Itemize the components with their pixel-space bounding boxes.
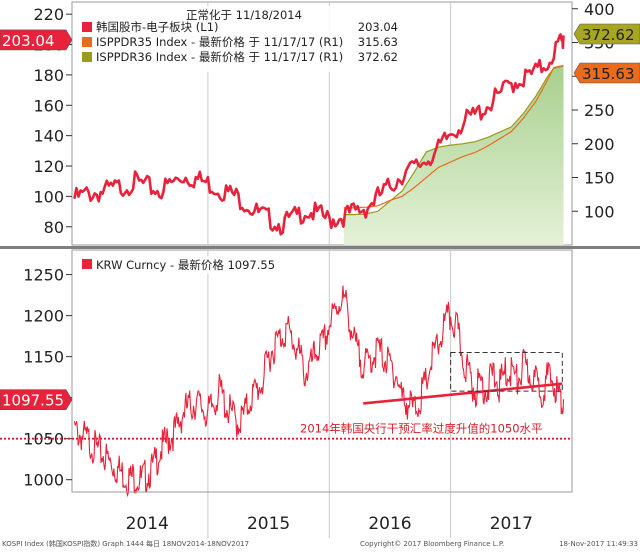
bottom-legend-swatch — [82, 259, 92, 269]
legend-title: 正常化于 11/18/2014 — [186, 8, 302, 22]
legend-swatch — [82, 37, 92, 47]
reference-line-label: 2014年韩国央行干预汇率过度升值的1050水平 — [300, 422, 543, 436]
krw-line — [73, 285, 565, 498]
bottom-last-value-tag-shape — [0, 389, 73, 410]
x-year-label: 2016 — [368, 514, 411, 534]
bottom-tick-label: 1150 — [23, 348, 64, 367]
left-tick-label: 100 — [33, 187, 64, 206]
right-top-value-tag-shape — [573, 23, 640, 45]
legend-label: ISPPDR36 Index - 最新价格 于 11/17/17 (R1) — [96, 50, 343, 64]
legend-swatch — [82, 52, 92, 62]
left-tick-label: 140 — [33, 127, 64, 146]
right-mid-value-tag: 315.63 — [582, 65, 635, 83]
isppdr35-line — [343, 64, 564, 209]
footer-right-text: 18-Nov-2017 11:49:33 — [559, 540, 638, 548]
support-trendline — [363, 382, 563, 405]
left-tick-label: 80 — [44, 218, 64, 237]
legend-label: ISPPDR35 Index - 最新价格 于 11/17/17 (R1) — [96, 35, 343, 49]
left-tick-label: 160 — [33, 96, 64, 115]
bottom-tick-label: 1050 — [23, 430, 64, 449]
bottom-tick-label: 1000 — [23, 471, 64, 490]
legend-box — [80, 6, 400, 72]
bottom-legend-label: KRW Curncy - 最新价格 1097.55 — [96, 258, 275, 272]
left-tick-label: 180 — [33, 66, 64, 85]
left-last-value-tag-shape — [0, 29, 73, 51]
left-last-value-tag: 203.04 — [2, 32, 55, 50]
right-tick-label: 400 — [584, 0, 615, 19]
right-tick-label: 250 — [584, 101, 615, 120]
isppdr36-area — [343, 66, 564, 245]
bottom-last-value-tag: 1097.55 — [2, 392, 64, 410]
legend-swatch — [82, 22, 92, 32]
footer-left-text: KOSPI Index (韩国KOSPI指数) Graph 1444 每日 18… — [2, 539, 249, 548]
isppdr36-line — [343, 65, 564, 216]
x-year-label: 2015 — [247, 514, 290, 534]
top-panel-frame — [71, 1, 573, 246]
bottom-tick-label: 1250 — [23, 266, 64, 285]
left-tick-label: 220 — [33, 5, 64, 24]
bottom-legend-box — [80, 256, 266, 274]
kospi-electronics-line — [73, 33, 565, 236]
right-tick-label: 200 — [584, 135, 615, 154]
range-box — [450, 352, 563, 392]
legend-label: 韩国股市-电子板块 (L1) — [96, 20, 219, 34]
legend-last-value: 315.63 — [358, 35, 398, 49]
footer-center-text: Copyright© 2017 Bloomberg Finance L.P. — [360, 540, 504, 548]
bottom-tick-label: 1200 — [23, 307, 64, 326]
right-tick-label: 150 — [584, 169, 615, 188]
right-mid-value-tag-shape — [573, 62, 640, 84]
right-top-value-tag: 372.62 — [582, 26, 635, 44]
x-year-label: 2017 — [490, 514, 533, 534]
footer-bar — [0, 538, 640, 548]
left-tick-label: 120 — [33, 157, 64, 176]
x-year-label: 2014 — [126, 514, 169, 534]
legend-last-value: 372.62 — [358, 50, 398, 64]
legend-last-value: 203.04 — [358, 20, 398, 34]
right-tick-label: 100 — [584, 202, 615, 221]
